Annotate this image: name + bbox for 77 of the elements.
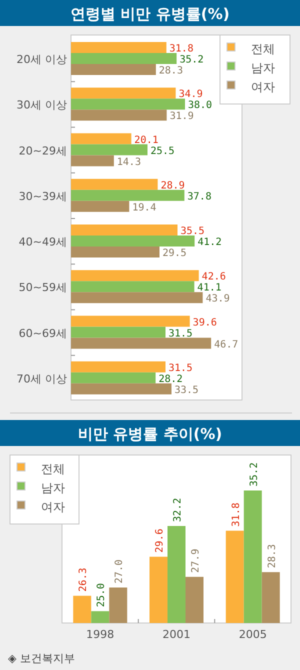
data-label: 25.5 bbox=[150, 146, 175, 157]
bar bbox=[71, 236, 195, 246]
y-tick-label: 20~29세 bbox=[18, 144, 67, 158]
legend-label: 전체 bbox=[251, 42, 275, 56]
bar bbox=[71, 200, 130, 212]
chart-title: 연령별 비만 유병률(%) bbox=[70, 5, 230, 23]
x-tick-label: 2005 bbox=[238, 628, 267, 641]
legend-label: 남자 bbox=[251, 61, 275, 75]
data-label: 28.3 bbox=[158, 66, 183, 76]
bar bbox=[71, 270, 199, 282]
data-label: 31.9 bbox=[170, 111, 194, 122]
data-label: 41.1 bbox=[197, 282, 222, 294]
bar bbox=[71, 338, 212, 349]
bar bbox=[71, 361, 166, 372]
data-label: 29.5 bbox=[162, 248, 187, 259]
data-label: 27.9 bbox=[190, 548, 202, 573]
data-label: 14.3 bbox=[116, 156, 141, 168]
bar bbox=[71, 292, 203, 304]
data-label: 31.8 bbox=[169, 44, 194, 54]
data-label: 26.3 bbox=[78, 568, 90, 592]
data-label: 31.5 bbox=[168, 362, 193, 374]
data-label: 32.2 bbox=[172, 498, 184, 522]
bar bbox=[71, 224, 178, 236]
bar bbox=[71, 42, 166, 53]
data-label: 35.2 bbox=[180, 54, 204, 66]
data-label: 33.5 bbox=[174, 384, 199, 396]
data-label: 38.0 bbox=[188, 100, 212, 112]
data-label: 28.9 bbox=[160, 180, 185, 192]
data-label: 27.0 bbox=[114, 559, 126, 584]
x-tick-label: 2001 bbox=[162, 628, 190, 641]
bar bbox=[71, 144, 148, 156]
data-label: 34.9 bbox=[178, 89, 203, 100]
data-label: 35.5 bbox=[180, 226, 205, 237]
y-tick-label: 30세 이상 bbox=[16, 98, 67, 112]
y-tick-label: 30~39세 bbox=[18, 190, 67, 203]
y-tick-label: 20세 이상 bbox=[16, 53, 67, 66]
text: ◈ 보건복지부 bbox=[8, 652, 75, 665]
data-label: 46.7 bbox=[214, 339, 238, 350]
bar bbox=[71, 98, 185, 110]
legend-label: 남자 bbox=[41, 481, 65, 495]
x-tick-label: 1998 bbox=[86, 628, 114, 641]
legend-label: 전체 bbox=[41, 462, 65, 476]
bar bbox=[71, 316, 190, 327]
bar bbox=[71, 190, 184, 201]
bar bbox=[71, 110, 167, 121]
bar bbox=[71, 155, 114, 166]
data-label: 35.2 bbox=[248, 462, 260, 486]
bar bbox=[71, 88, 176, 99]
bar bbox=[71, 383, 172, 394]
bar bbox=[71, 281, 194, 292]
y-tick-label: 50~59세 bbox=[18, 281, 67, 294]
data-label: 41.2 bbox=[198, 237, 222, 248]
data-label: 31.5 bbox=[168, 328, 193, 340]
data-label: 37.8 bbox=[187, 191, 212, 202]
bar bbox=[71, 178, 158, 190]
bar bbox=[71, 326, 166, 338]
data-label: 43.9 bbox=[206, 294, 230, 305]
y-tick-label: 40~49세 bbox=[18, 236, 67, 248]
bar bbox=[71, 372, 156, 384]
y-tick-label: 60~69세 bbox=[18, 326, 67, 340]
data-label: 42.6 bbox=[202, 272, 226, 283]
bar bbox=[71, 53, 177, 64]
bar bbox=[71, 133, 132, 144]
legend-label: 여자 bbox=[41, 500, 65, 514]
legend-label: 여자 bbox=[251, 80, 275, 94]
data-label: 20.1 bbox=[134, 134, 158, 146]
data-label: 28.3 bbox=[266, 544, 278, 568]
y-tick-label: 70세 이상 bbox=[16, 372, 67, 386]
chart-title: 비만 유병률 추이(%) bbox=[78, 425, 222, 443]
data-label: 31.8 bbox=[230, 502, 242, 527]
data-label: 28.2 bbox=[158, 374, 183, 385]
data-label: 25.0 bbox=[96, 583, 108, 608]
data-label: 39.6 bbox=[192, 317, 217, 328]
bar bbox=[71, 64, 156, 75]
data-label: 29.6 bbox=[154, 528, 166, 553]
data-label: 19.4 bbox=[132, 202, 156, 214]
bar bbox=[71, 246, 160, 258]
